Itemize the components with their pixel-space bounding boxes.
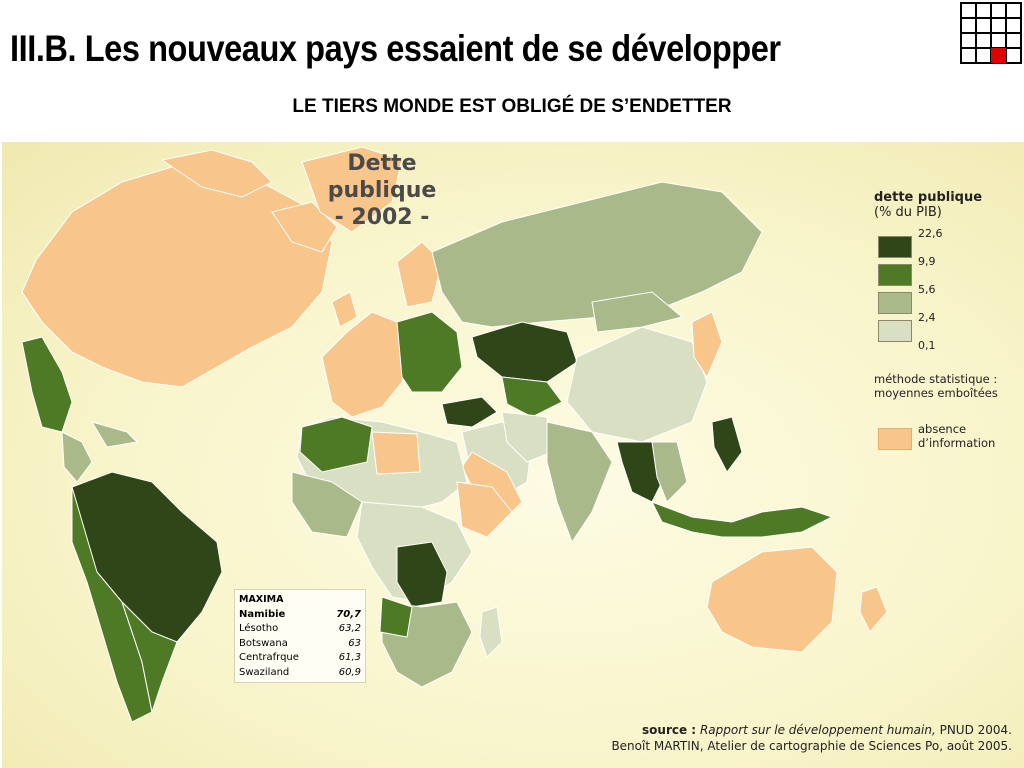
mexico <box>21 336 73 433</box>
china <box>566 326 708 443</box>
source-credit: source : Rapport sur le développement hu… <box>611 722 1012 754</box>
legend-swatch-class-1 <box>878 236 912 258</box>
legend-title: dette publique <box>874 190 983 205</box>
south-america-south <box>121 601 178 714</box>
legend-method-line1: méthode statistique : <box>874 372 998 386</box>
maxima-country: Namibie <box>239 608 286 620</box>
new-zealand <box>859 586 888 633</box>
legend-swatch-class-2 <box>878 264 912 286</box>
north-america <box>21 163 333 388</box>
legend-no-info-line2: d’information <box>918 436 996 450</box>
uk-ireland <box>331 291 358 328</box>
legend-no-info-line1: absence <box>918 422 967 436</box>
legend-break-5: 0,1 <box>918 339 936 352</box>
maxima-value: 60,9 <box>338 666 361 678</box>
maxima-row: Centrafrque 61,3 <box>239 651 361 666</box>
maxima-value: 63 <box>348 637 361 649</box>
legend-scale: 22,6 9,9 5,6 2,4 0,1 <box>874 227 1024 368</box>
map-title-line2: - 2002 - <box>334 205 430 230</box>
maxima-country: Botswana <box>239 637 288 649</box>
angola <box>379 596 413 638</box>
japan <box>691 311 723 379</box>
maxima-country: Lésotho <box>239 623 279 634</box>
maxima-country: Swaziland <box>239 666 290 678</box>
legend-no-info: absence d’information <box>874 422 1024 456</box>
south-america-north <box>71 471 223 643</box>
russia <box>431 181 763 328</box>
maxima-value: 70,7 <box>336 608 361 620</box>
central-asia <box>501 376 563 418</box>
caribbean <box>90 421 139 448</box>
central-america <box>61 431 93 483</box>
legend-swatch-class-4 <box>878 320 912 342</box>
maxima-value: 61,3 <box>338 652 361 663</box>
legend-method: méthode statistique : moyennes emboîtées <box>874 372 1024 400</box>
west-africa <box>291 471 363 538</box>
indochina <box>651 441 688 503</box>
legend-break-2: 9,9 <box>918 255 936 268</box>
source-org: PNUD 2004. <box>935 723 1012 737</box>
legend-no-info-swatch <box>878 428 912 450</box>
source-line1: source : Rapport sur le développement hu… <box>611 722 1012 738</box>
maxima-value: 63,2 <box>338 623 361 634</box>
world-map <box>21 146 888 723</box>
grid-logo-icon <box>960 2 1022 64</box>
canada-islands <box>160 149 338 253</box>
map-title: Dette publique - 2002 - <box>302 150 462 231</box>
source-line2: Benoît MARTIN, Atelier de cartographie d… <box>611 739 1012 753</box>
maxima-table: MAXIMA Namibie 70,7 Lésotho 63,2 Botswana 6… <box>234 589 366 683</box>
mongolia <box>591 291 684 333</box>
debt-map-panel: Dette publique - 2002 - dette publique (… <box>2 142 1024 768</box>
libya <box>371 431 421 475</box>
source-label: source : <box>642 723 697 737</box>
drc <box>396 541 448 608</box>
map-title-line1: Dette publique <box>327 151 437 203</box>
source-report: Rapport sur le développement humain, <box>699 723 936 737</box>
horn-of-africa <box>456 481 513 538</box>
south-america-west <box>71 486 153 723</box>
scandinavia <box>396 241 443 308</box>
legend-break-1: 22,6 <box>918 227 943 240</box>
legend-break-3: 5,6 <box>918 283 936 296</box>
legend-unit: (% du PIB) <box>874 205 942 220</box>
algeria-morocco <box>299 416 373 473</box>
maxima-title: MAXIMA <box>239 594 284 605</box>
greenland <box>301 146 403 233</box>
maxima-row: Lésotho 63,2 <box>239 622 361 637</box>
slide-subtitle: LE TIERS MONDE EST OBLIGÉ DE S’ENDETTER <box>292 96 732 117</box>
madagascar <box>479 606 503 658</box>
map-legend: dette publique (% du PIB) 22,6 9,9 5,6 2… <box>874 190 1024 456</box>
iran <box>501 411 553 463</box>
turkey <box>441 396 498 428</box>
maxima-row: Botswana 63 <box>239 637 361 652</box>
slide-title: III.B. Les nouveaux pays essaient de se … <box>10 28 781 69</box>
maxima-country: Centrafrque <box>239 652 299 663</box>
maxima-row: Swaziland 60,9 <box>239 666 361 681</box>
legend-method-line2: moyennes emboîtées <box>874 386 998 400</box>
europe-east <box>396 311 463 393</box>
maxima-row: Namibie 70,7 <box>239 608 361 623</box>
legend-swatch-class-3 <box>878 292 912 314</box>
kazakhstan <box>471 321 578 383</box>
legend-no-info-label: absence d’information <box>918 422 995 450</box>
philippines <box>711 416 743 473</box>
legend-break-4: 2,4 <box>918 311 936 324</box>
indonesia <box>650 501 834 538</box>
india <box>546 421 613 544</box>
australia <box>706 546 838 653</box>
